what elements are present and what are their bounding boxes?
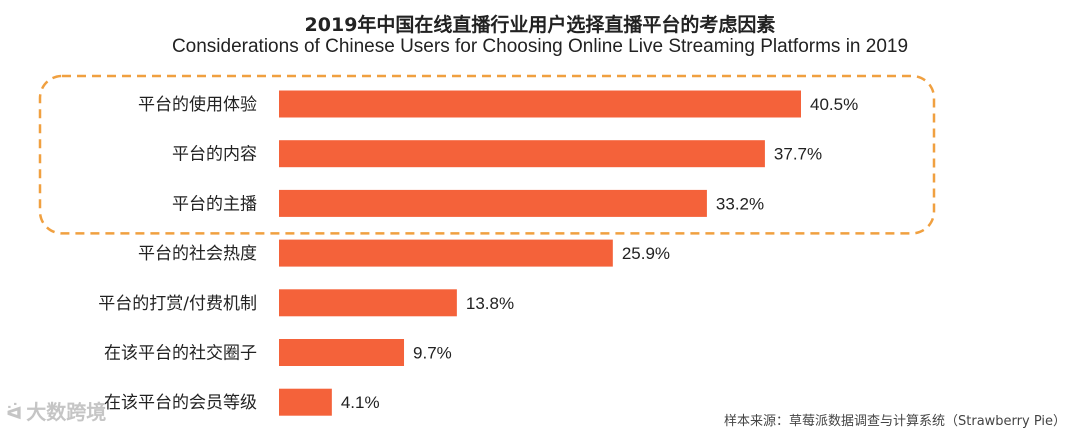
category-label: 平台的主播 bbox=[172, 194, 257, 214]
bar bbox=[279, 239, 613, 267]
bar bbox=[279, 388, 332, 416]
category-label: 平台的社会热度 bbox=[138, 244, 257, 264]
highlight-box bbox=[38, 74, 936, 235]
bar bbox=[279, 339, 405, 366]
data-label: 33.2% bbox=[716, 194, 764, 213]
chart-title-cn: 2019年中国在线直播行业用户选择直播平台的考虑因素 bbox=[304, 14, 776, 36]
watermark-logo-icon: ᐛ bbox=[6, 403, 23, 424]
category-label: 平台的内容 bbox=[172, 145, 257, 165]
bar bbox=[279, 140, 765, 168]
data-label: 13.8% bbox=[466, 294, 514, 313]
data-label: 40.5% bbox=[810, 95, 858, 114]
watermark-text: 大数跨境 bbox=[26, 400, 107, 424]
data-label: 37.7% bbox=[774, 145, 822, 164]
bar bbox=[279, 189, 707, 217]
data-label: 4.1% bbox=[341, 393, 380, 412]
category-label: 平台的使用体验 bbox=[138, 94, 257, 115]
source-note: 样本来源：草莓派数据调查与计算系统（Strawberry Pie） bbox=[724, 414, 1066, 429]
bar bbox=[279, 90, 801, 118]
chart-title-en: Considerations of Chinese Users for Choo… bbox=[171, 36, 909, 57]
category-label: 在该平台的社交圈子 bbox=[104, 344, 257, 364]
data-label: 9.7% bbox=[413, 344, 452, 363]
bar bbox=[279, 289, 457, 317]
watermark: ᐛ 大数跨境 bbox=[6, 396, 106, 425]
data-label: 25.9% bbox=[622, 244, 670, 263]
category-label: 平台的打赏/付费机制 bbox=[98, 294, 257, 314]
category-label: 在该平台的会员等级 bbox=[104, 393, 257, 413]
